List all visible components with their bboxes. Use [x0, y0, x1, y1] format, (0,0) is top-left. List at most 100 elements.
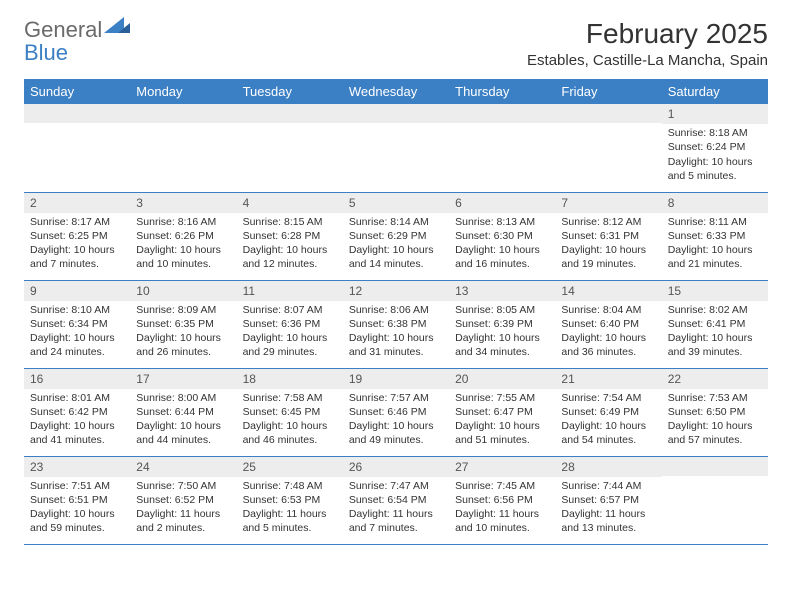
day-body: Sunrise: 7:48 AMSunset: 6:53 PMDaylight:…: [237, 477, 343, 540]
day-number: 3: [130, 193, 236, 213]
day-number: 24: [130, 457, 236, 477]
sunrise-text: Sunrise: 7:55 AM: [455, 391, 549, 405]
day-number: 17: [130, 369, 236, 389]
day-cell: 6Sunrise: 8:13 AMSunset: 6:30 PMDaylight…: [449, 192, 555, 280]
day-cell: 11Sunrise: 8:07 AMSunset: 6:36 PMDayligh…: [237, 280, 343, 368]
sunrise-text: Sunrise: 8:01 AM: [30, 391, 124, 405]
day-body: Sunrise: 8:17 AMSunset: 6:25 PMDaylight:…: [24, 213, 130, 276]
dow-saturday: Saturday: [662, 79, 768, 104]
sunset-text: Sunset: 6:57 PM: [561, 493, 655, 507]
daylight-text: Daylight: 10 hours and 51 minutes.: [455, 419, 549, 447]
day-number: 10: [130, 281, 236, 301]
sunset-text: Sunset: 6:35 PM: [136, 317, 230, 331]
header: General Blue February 2025 Estables, Cas…: [24, 18, 768, 69]
sunrise-text: Sunrise: 8:14 AM: [349, 215, 443, 229]
sunrise-text: Sunrise: 7:47 AM: [349, 479, 443, 493]
day-cell: 14Sunrise: 8:04 AMSunset: 6:40 PMDayligh…: [555, 280, 661, 368]
daylight-text: Daylight: 11 hours and 2 minutes.: [136, 507, 230, 535]
sunset-text: Sunset: 6:31 PM: [561, 229, 655, 243]
daylight-text: Daylight: 11 hours and 7 minutes.: [349, 507, 443, 535]
sunset-text: Sunset: 6:41 PM: [668, 317, 762, 331]
sunrise-text: Sunrise: 8:05 AM: [455, 303, 549, 317]
calendar-body: 1Sunrise: 8:18 AMSunset: 6:24 PMDaylight…: [24, 104, 768, 544]
day-number: 8: [662, 193, 768, 213]
daylight-text: Daylight: 10 hours and 36 minutes.: [561, 331, 655, 359]
brand-word1: General: [24, 17, 102, 42]
sunset-text: Sunset: 6:52 PM: [136, 493, 230, 507]
sunset-text: Sunset: 6:45 PM: [243, 405, 337, 419]
day-body: Sunrise: 8:15 AMSunset: 6:28 PMDaylight:…: [237, 213, 343, 276]
day-cell: 12Sunrise: 8:06 AMSunset: 6:38 PMDayligh…: [343, 280, 449, 368]
day-cell: 25Sunrise: 7:48 AMSunset: 6:53 PMDayligh…: [237, 456, 343, 544]
day-body: Sunrise: 8:02 AMSunset: 6:41 PMDaylight:…: [662, 301, 768, 364]
dow-friday: Friday: [555, 79, 661, 104]
sunrise-text: Sunrise: 7:50 AM: [136, 479, 230, 493]
day-body: Sunrise: 8:16 AMSunset: 6:26 PMDaylight:…: [130, 213, 236, 276]
daylight-text: Daylight: 10 hours and 10 minutes.: [136, 243, 230, 271]
day-cell: 21Sunrise: 7:54 AMSunset: 6:49 PMDayligh…: [555, 368, 661, 456]
dow-sunday: Sunday: [24, 79, 130, 104]
day-cell: 15Sunrise: 8:02 AMSunset: 6:41 PMDayligh…: [662, 280, 768, 368]
daylight-text: Daylight: 10 hours and 5 minutes.: [668, 155, 762, 183]
daylight-text: Daylight: 11 hours and 13 minutes.: [561, 507, 655, 535]
day-cell: [343, 104, 449, 192]
day-cell: 8Sunrise: 8:11 AMSunset: 6:33 PMDaylight…: [662, 192, 768, 280]
sunset-text: Sunset: 6:44 PM: [136, 405, 230, 419]
sunrise-text: Sunrise: 8:10 AM: [30, 303, 124, 317]
day-body: Sunrise: 7:53 AMSunset: 6:50 PMDaylight:…: [662, 389, 768, 452]
sunrise-text: Sunrise: 8:06 AM: [349, 303, 443, 317]
dow-tuesday: Tuesday: [237, 79, 343, 104]
day-of-week-row: Sunday Monday Tuesday Wednesday Thursday…: [24, 79, 768, 104]
sunset-text: Sunset: 6:50 PM: [668, 405, 762, 419]
daylight-text: Daylight: 10 hours and 21 minutes.: [668, 243, 762, 271]
day-cell: 19Sunrise: 7:57 AMSunset: 6:46 PMDayligh…: [343, 368, 449, 456]
day-cell: 3Sunrise: 8:16 AMSunset: 6:26 PMDaylight…: [130, 192, 236, 280]
sunrise-text: Sunrise: 7:57 AM: [349, 391, 443, 405]
day-cell: [662, 456, 768, 544]
day-body: Sunrise: 7:51 AMSunset: 6:51 PMDaylight:…: [24, 477, 130, 540]
sunset-text: Sunset: 6:38 PM: [349, 317, 443, 331]
day-number: 27: [449, 457, 555, 477]
day-cell: 4Sunrise: 8:15 AMSunset: 6:28 PMDaylight…: [237, 192, 343, 280]
day-cell: [237, 104, 343, 192]
sunset-text: Sunset: 6:36 PM: [243, 317, 337, 331]
sunrise-text: Sunrise: 8:00 AM: [136, 391, 230, 405]
day-number: [662, 457, 768, 476]
sunrise-text: Sunrise: 8:09 AM: [136, 303, 230, 317]
daylight-text: Daylight: 10 hours and 31 minutes.: [349, 331, 443, 359]
day-cell: 23Sunrise: 7:51 AMSunset: 6:51 PMDayligh…: [24, 456, 130, 544]
day-body: Sunrise: 8:01 AMSunset: 6:42 PMDaylight:…: [24, 389, 130, 452]
day-number: 14: [555, 281, 661, 301]
day-number: 28: [555, 457, 661, 477]
day-number: 2: [24, 193, 130, 213]
day-body: Sunrise: 8:18 AMSunset: 6:24 PMDaylight:…: [662, 124, 768, 187]
day-cell: 7Sunrise: 8:12 AMSunset: 6:31 PMDaylight…: [555, 192, 661, 280]
day-body: Sunrise: 8:14 AMSunset: 6:29 PMDaylight:…: [343, 213, 449, 276]
brand-text: General Blue: [24, 18, 104, 64]
sunrise-text: Sunrise: 8:13 AM: [455, 215, 549, 229]
sunset-text: Sunset: 6:26 PM: [136, 229, 230, 243]
day-number: [130, 104, 236, 123]
day-number: [555, 104, 661, 123]
day-cell: 27Sunrise: 7:45 AMSunset: 6:56 PMDayligh…: [449, 456, 555, 544]
day-number: [237, 104, 343, 123]
sunrise-text: Sunrise: 8:07 AM: [243, 303, 337, 317]
day-body: Sunrise: 8:07 AMSunset: 6:36 PMDaylight:…: [237, 301, 343, 364]
daylight-text: Daylight: 10 hours and 24 minutes.: [30, 331, 124, 359]
sunrise-text: Sunrise: 7:51 AM: [30, 479, 124, 493]
day-cell: 10Sunrise: 8:09 AMSunset: 6:35 PMDayligh…: [130, 280, 236, 368]
day-number: 4: [237, 193, 343, 213]
sunrise-text: Sunrise: 8:18 AM: [668, 126, 762, 140]
daylight-text: Daylight: 11 hours and 10 minutes.: [455, 507, 549, 535]
daylight-text: Daylight: 10 hours and 57 minutes.: [668, 419, 762, 447]
day-number: 16: [24, 369, 130, 389]
day-body: Sunrise: 8:09 AMSunset: 6:35 PMDaylight:…: [130, 301, 236, 364]
sunrise-text: Sunrise: 8:12 AM: [561, 215, 655, 229]
day-number: [449, 104, 555, 123]
dow-thursday: Thursday: [449, 79, 555, 104]
day-body: Sunrise: 7:58 AMSunset: 6:45 PMDaylight:…: [237, 389, 343, 452]
day-body: Sunrise: 7:50 AMSunset: 6:52 PMDaylight:…: [130, 477, 236, 540]
day-body: Sunrise: 8:06 AMSunset: 6:38 PMDaylight:…: [343, 301, 449, 364]
sunrise-text: Sunrise: 7:48 AM: [243, 479, 337, 493]
daylight-text: Daylight: 10 hours and 12 minutes.: [243, 243, 337, 271]
